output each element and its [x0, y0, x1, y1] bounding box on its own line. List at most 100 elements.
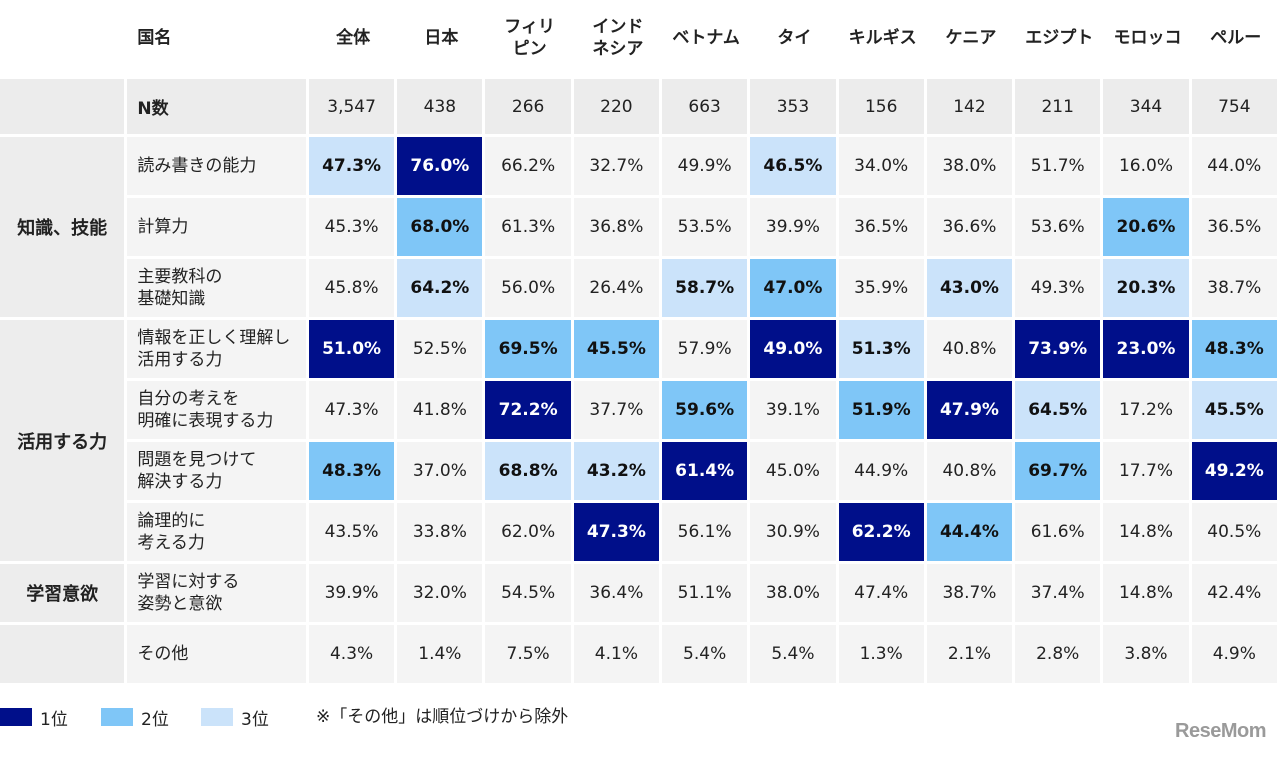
- legend-swatch: [201, 708, 233, 726]
- value-cell: 45.3%: [308, 195, 398, 256]
- value-cell: 44.4%: [926, 500, 1016, 561]
- value-cell: 3.8%: [1103, 622, 1192, 683]
- value-cell: 42.4%: [1191, 561, 1280, 622]
- table-row: 問題を見つけて 解決する力 48.3% 37.0% 68.8% 43.2% 61.4% 45.…: [0, 439, 1280, 500]
- column-header: エジプト: [1025, 28, 1094, 48]
- value-cell: 36.8%: [573, 195, 663, 256]
- value-cell: 68.0%: [397, 195, 486, 256]
- legend-item: 1位: [0, 704, 68, 730]
- group-label: 学習意欲: [0, 561, 128, 622]
- value-cell: 32.0%: [397, 561, 486, 622]
- value-cell: 7.5%: [485, 622, 574, 683]
- row-label: 情報を正しく理解し 活用する力: [127, 317, 309, 378]
- row-label: 学習に対する 姿勢と意欲: [127, 561, 309, 622]
- value-cell: 23.0%: [1103, 317, 1192, 378]
- value-cell: 37.4%: [1015, 561, 1104, 622]
- value-cell: 39.9%: [750, 195, 839, 256]
- value-cell: 68.8%: [485, 439, 574, 500]
- value-cell: 41.8%: [397, 378, 486, 439]
- value-cell: 49.3%: [1015, 256, 1104, 317]
- n-value: 142: [926, 76, 1016, 134]
- value-cell: 40.8%: [926, 317, 1016, 378]
- value-cell: 73.9%: [1015, 317, 1104, 378]
- value-cell: 51.1%: [662, 561, 751, 622]
- value-cell: 16.0%: [1103, 134, 1192, 195]
- value-cell: 51.3%: [838, 317, 927, 378]
- column-header: ベトナム: [672, 28, 740, 48]
- value-cell: 62.0%: [485, 500, 574, 561]
- value-cell: 45.5%: [1191, 378, 1280, 439]
- column-header: キルギス: [848, 28, 917, 48]
- column-header: ペルー: [1210, 28, 1262, 48]
- value-cell: 38.7%: [926, 561, 1016, 622]
- value-cell: 14.8%: [1103, 500, 1192, 561]
- table-row: 論理的に 考える力 43.5% 33.8% 62.0% 47.3% 56.1% 30.9% 62…: [0, 500, 1280, 561]
- n-value: 3,547: [308, 76, 398, 134]
- value-cell: 47.9%: [926, 378, 1016, 439]
- legend-note: ※「その他」は順位づけから除外: [316, 707, 569, 727]
- column-header: ケニア: [945, 28, 997, 48]
- n-value: 344: [1103, 76, 1192, 134]
- value-cell: 49.9%: [662, 134, 751, 195]
- column-header: 日本: [424, 28, 459, 48]
- value-cell: 64.5%: [1015, 378, 1104, 439]
- table-row: 主要教科の 基礎知識 45.8% 64.2% 56.0% 26.4% 58.7% 47.0% 3…: [0, 256, 1280, 317]
- value-cell: 45.5%: [573, 317, 663, 378]
- value-cell: 57.9%: [662, 317, 751, 378]
- value-cell: 69.5%: [485, 317, 574, 378]
- value-cell: 54.5%: [485, 561, 574, 622]
- value-cell: 47.4%: [838, 561, 927, 622]
- value-cell: 45.8%: [308, 256, 398, 317]
- value-cell: 33.8%: [397, 500, 486, 561]
- value-cell: 47.3%: [308, 378, 398, 439]
- n-value: 754: [1191, 76, 1280, 134]
- table-row: 計算力 45.3% 68.0% 61.3% 36.8% 53.5% 39.9% 36.5% 36…: [0, 195, 1280, 256]
- value-cell: 61.6%: [1015, 500, 1104, 561]
- value-cell: 61.3%: [485, 195, 574, 256]
- value-cell: 51.0%: [308, 317, 398, 378]
- value-cell: 38.0%: [926, 134, 1016, 195]
- value-cell: 52.5%: [397, 317, 486, 378]
- table-row: 自分の考えを 明確に表現する力 47.3% 41.8% 72.2% 37.7% 59.6% 3…: [0, 378, 1280, 439]
- legend-label: 3位: [241, 709, 269, 730]
- value-cell: 14.8%: [1103, 561, 1192, 622]
- value-cell: 61.4%: [662, 439, 751, 500]
- n-label: N数: [127, 76, 309, 134]
- row-label: 計算力: [127, 195, 309, 256]
- value-cell: 47.3%: [308, 134, 398, 195]
- ranking-table: 国名 全体 日本 フィリ ピン インド ネシア ベトナム タイ キルギス ケニア エジプト モロッコ ペル…: [0, 17, 1280, 683]
- value-cell: 72.2%: [485, 378, 574, 439]
- value-cell: 45.0%: [750, 439, 839, 500]
- value-cell: 2.1%: [926, 622, 1016, 683]
- value-cell: 4.1%: [573, 622, 663, 683]
- value-cell: 32.7%: [573, 134, 663, 195]
- value-cell: 17.2%: [1103, 378, 1192, 439]
- value-cell: 38.0%: [750, 561, 839, 622]
- value-cell: 44.0%: [1191, 134, 1280, 195]
- n-value: 211: [1015, 76, 1104, 134]
- value-cell: 62.2%: [838, 500, 927, 561]
- group-label: [0, 622, 128, 683]
- value-cell: 36.4%: [573, 561, 663, 622]
- row-label: 問題を見つけて 解決する力: [127, 439, 309, 500]
- n-value: 663: [662, 76, 751, 134]
- legend: ※「その他」は順位づけから除外 1位 2位 3位: [0, 704, 700, 730]
- value-cell: 49.0%: [750, 317, 839, 378]
- value-cell: 56.0%: [485, 256, 574, 317]
- value-cell: 1.3%: [838, 622, 927, 683]
- legend-item: 3位: [201, 704, 269, 730]
- table-row: 活用する力 情報を正しく理解し 活用する力 51.0% 52.5% 69.5% 45.5% 5…: [0, 317, 1280, 561]
- value-cell: 49.2%: [1191, 439, 1280, 500]
- value-cell: 43.0%: [926, 256, 1016, 317]
- n-value: 156: [838, 76, 927, 134]
- value-cell: 64.2%: [397, 256, 486, 317]
- value-cell: 56.1%: [662, 500, 751, 561]
- value-cell: 4.3%: [308, 622, 398, 683]
- legend-swatch: [101, 708, 133, 726]
- value-cell: 40.5%: [1191, 500, 1280, 561]
- value-cell: 37.7%: [573, 378, 663, 439]
- table-row: その他 4.3% 1.4% 7.5% 4.1% 5.4% 5.4% 1.3% 2.1% 2.8% 3…: [0, 622, 1280, 683]
- value-cell: 48.3%: [308, 439, 398, 500]
- value-cell: 17.7%: [1103, 439, 1192, 500]
- value-cell: 44.9%: [838, 439, 927, 500]
